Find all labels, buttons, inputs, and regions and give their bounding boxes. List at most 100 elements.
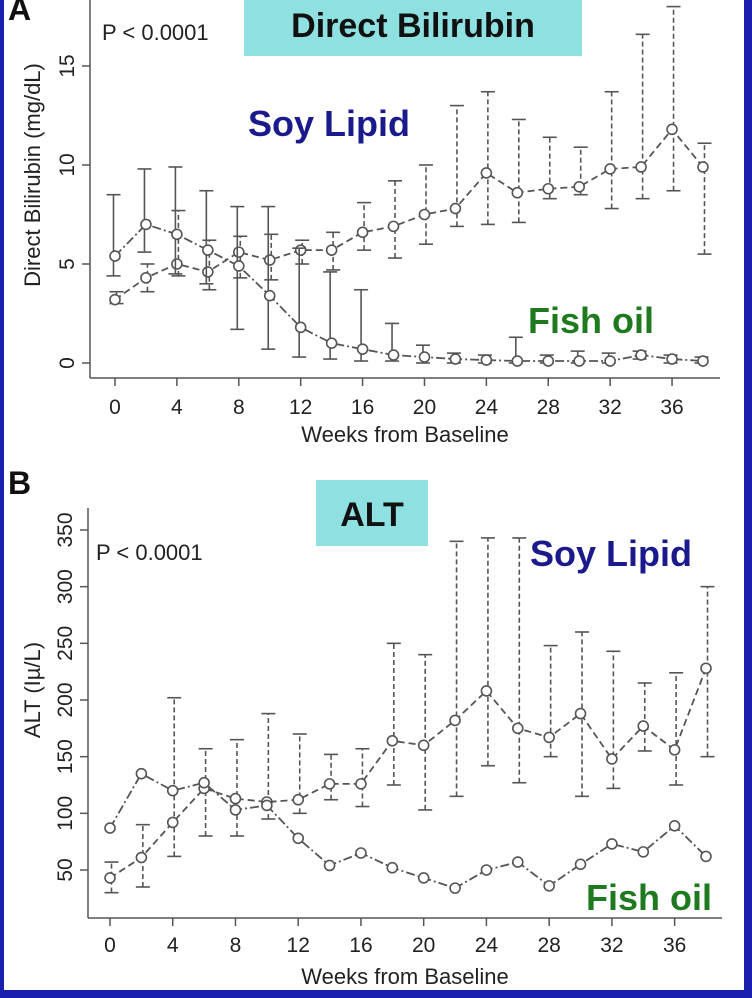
x-tick-label: 36	[660, 396, 683, 419]
data-point	[386, 861, 399, 874]
x-tick-label: 16	[349, 934, 372, 957]
data-point	[140, 272, 152, 284]
data-point	[140, 218, 152, 231]
data-point	[480, 685, 493, 697]
p-value: P < 0.0001	[96, 540, 203, 565]
title-box	[244, 0, 582, 56]
data-point	[417, 872, 430, 884]
data-point	[109, 293, 121, 306]
data-point	[198, 776, 210, 789]
series-label-soy-lipid: Soy Lipid	[248, 103, 410, 144]
data-point	[542, 182, 555, 195]
x-tick-label: 28	[537, 396, 560, 419]
data-point	[511, 186, 524, 199]
data-point	[104, 822, 116, 834]
data-point	[697, 355, 709, 367]
x-tick-label: 28	[537, 934, 560, 957]
y-tick-label: 0	[56, 357, 79, 369]
y-tick-label: 150	[54, 739, 77, 774]
data-point	[263, 254, 276, 266]
data-point	[511, 722, 524, 735]
data-point	[294, 321, 307, 334]
data-point	[574, 858, 587, 871]
data-point	[480, 864, 493, 876]
x-tick-label: 24	[475, 396, 499, 419]
data-point	[294, 244, 307, 256]
data-point	[292, 793, 305, 806]
data-point	[573, 355, 586, 367]
data-point	[355, 847, 367, 859]
panel-b: B ALT P < 0.0001 Soy Lipid Fish oil ALT …	[8, 465, 722, 989]
data-point	[668, 744, 681, 756]
data-point	[637, 846, 650, 858]
data-point	[261, 799, 273, 812]
series-label-soy-lipid: Soy Lipid	[530, 533, 692, 574]
y-tick-label: 300	[54, 569, 77, 604]
data-point	[542, 355, 555, 367]
y-tick-label: 5	[56, 258, 79, 270]
data-point	[574, 707, 587, 720]
y-axis-label: ALT (Iµ/L)	[20, 642, 45, 738]
data-point	[604, 163, 616, 175]
series-line-fish-oil	[114, 223, 704, 362]
data-point	[323, 859, 336, 872]
x-tick-label: 36	[663, 934, 686, 957]
data-point	[606, 838, 618, 850]
y-tick-label: 200	[54, 682, 77, 717]
x-tick-label: 4	[167, 934, 179, 957]
panel-label: B	[8, 465, 31, 501]
data-point	[543, 731, 555, 744]
x-tick-label: 20	[413, 396, 436, 419]
x-tick-label: 16	[351, 396, 374, 419]
data-point	[418, 208, 431, 221]
data-point	[135, 851, 148, 864]
data-point	[387, 220, 400, 233]
y-tick-label: 250	[54, 626, 77, 661]
data-point	[604, 355, 616, 367]
x-tick-label: 8	[233, 396, 245, 419]
x-axis-label: Weeks from Baseline	[301, 964, 508, 989]
data-point	[356, 226, 369, 239]
series-label-fish-oil: Fish oil	[528, 300, 654, 341]
data-point	[635, 349, 647, 361]
data-point	[480, 354, 493, 366]
data-point	[387, 349, 400, 361]
y-axis-label: Direct Bilirubin (mg/dL)	[20, 63, 45, 287]
chart-title: Direct Bilirubin	[291, 7, 535, 45]
x-tick-label: 24	[475, 934, 499, 957]
y-tick-label: 15	[56, 54, 79, 77]
x-tick-label: 20	[412, 934, 435, 957]
chart-title: ALT	[340, 496, 404, 534]
data-point	[355, 778, 367, 790]
data-point	[166, 784, 179, 797]
data-point	[232, 246, 245, 258]
x-tick-label: 0	[109, 396, 121, 419]
data-point	[202, 244, 214, 256]
data-point	[573, 180, 586, 193]
series-line-fish-oil	[109, 772, 707, 890]
data-point	[697, 161, 709, 173]
data-point	[700, 662, 712, 675]
x-tick-label: 32	[600, 934, 623, 957]
data-point	[263, 289, 276, 302]
data-point	[171, 228, 183, 241]
data-point	[166, 816, 179, 829]
panel-a: A Direct Bilirubin P < 0.0001 Soy Lipid …	[8, 0, 720, 447]
data-point	[104, 872, 116, 884]
plot-area: 0 4 8 12 16 20 24 28 32 36 50 100 150 200 250 300 350	[54, 512, 715, 957]
p-value: P < 0.0001	[102, 20, 209, 45]
series-line-soy-lipid	[114, 127, 704, 301]
data-point	[668, 819, 681, 832]
data-point	[232, 260, 245, 272]
data-point	[635, 161, 647, 173]
y-tick-label: 100	[54, 796, 77, 831]
y-tick-label: 50	[54, 858, 77, 881]
data-point	[325, 244, 338, 256]
data-point	[449, 353, 462, 365]
panel-label: A	[8, 0, 31, 27]
data-point	[511, 856, 524, 868]
data-point	[386, 734, 399, 747]
x-tick-label: 4	[171, 396, 183, 419]
data-point	[325, 337, 338, 350]
